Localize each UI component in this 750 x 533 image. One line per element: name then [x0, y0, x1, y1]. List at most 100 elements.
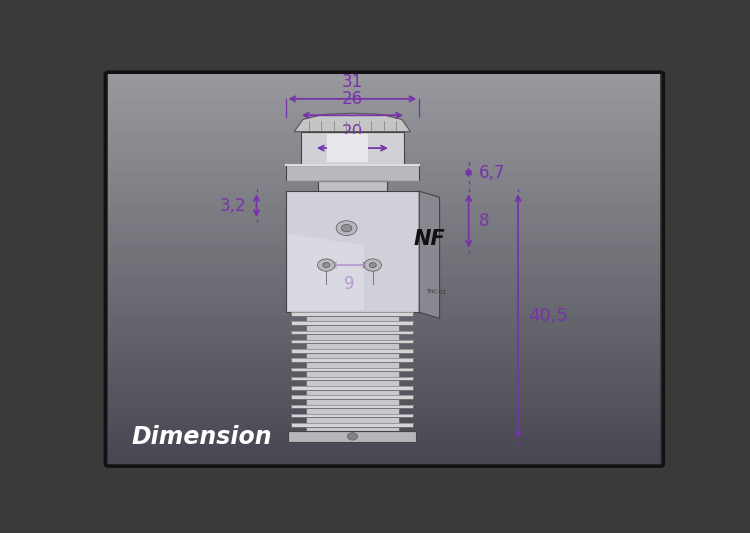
Bar [108, 230, 661, 237]
Bar [306, 353, 399, 358]
Circle shape [364, 259, 382, 271]
Bar [108, 224, 661, 230]
Bar [291, 405, 413, 408]
Bar [108, 249, 661, 256]
Bar [108, 289, 661, 295]
Polygon shape [419, 191, 440, 318]
Bar [291, 340, 413, 343]
Bar [108, 353, 661, 360]
Bar [108, 451, 661, 458]
Bar [306, 334, 399, 340]
Circle shape [317, 259, 335, 271]
Bar [108, 308, 661, 314]
Bar [108, 295, 661, 302]
Bar [108, 256, 661, 263]
Text: 3,2: 3,2 [220, 197, 246, 215]
Bar [108, 113, 661, 120]
Bar [108, 334, 661, 341]
Text: 20: 20 [342, 123, 363, 141]
Bar [108, 418, 661, 425]
Bar [108, 373, 661, 379]
Bar [306, 399, 399, 405]
Polygon shape [289, 233, 364, 310]
Bar [108, 263, 661, 269]
Bar [108, 74, 661, 80]
Text: 26: 26 [342, 90, 363, 108]
Text: THC-01: THC-01 [426, 289, 446, 295]
Bar [108, 276, 661, 282]
Bar [306, 381, 399, 386]
Bar [108, 425, 661, 432]
Bar [306, 408, 399, 414]
Bar [306, 390, 399, 395]
Bar [291, 330, 413, 334]
Bar [108, 302, 661, 308]
Text: 31: 31 [342, 74, 363, 92]
Bar [108, 185, 661, 191]
Bar [108, 269, 661, 276]
Circle shape [341, 224, 352, 232]
Bar [327, 134, 368, 163]
Bar [108, 107, 661, 113]
Bar [108, 341, 661, 347]
Bar [108, 438, 661, 445]
Bar [108, 178, 661, 185]
Bar [108, 458, 661, 464]
Bar [108, 379, 661, 386]
Bar [291, 386, 413, 390]
Bar [108, 328, 661, 334]
Bar [291, 377, 413, 381]
Bar [306, 325, 399, 330]
Bar [291, 414, 413, 417]
Bar [306, 316, 399, 321]
Bar [291, 312, 413, 316]
Bar [108, 139, 661, 146]
Text: 8: 8 [479, 212, 490, 230]
Bar [291, 395, 413, 399]
Bar [306, 371, 399, 377]
Text: 40,5: 40,5 [529, 308, 568, 325]
Circle shape [347, 433, 358, 440]
Text: 9: 9 [344, 276, 355, 293]
Bar [291, 358, 413, 362]
Bar [108, 432, 661, 438]
Bar [108, 152, 661, 159]
Bar [291, 368, 413, 371]
Bar [289, 431, 416, 441]
Bar [108, 100, 661, 107]
Bar [302, 132, 404, 165]
Circle shape [322, 263, 330, 268]
Bar [108, 159, 661, 165]
Bar [108, 126, 661, 133]
Bar [108, 367, 661, 373]
Bar [108, 120, 661, 126]
Bar [108, 172, 661, 178]
Bar [306, 417, 399, 423]
Bar [108, 133, 661, 139]
Text: Dimension: Dimension [131, 425, 272, 449]
Bar [108, 146, 661, 152]
Bar [108, 412, 661, 418]
Bar [306, 426, 399, 432]
Bar [317, 181, 387, 191]
Bar [108, 191, 661, 198]
Text: NF: NF [414, 229, 446, 249]
Bar [108, 87, 661, 94]
Bar [291, 423, 413, 426]
Bar [108, 314, 661, 321]
Bar [108, 282, 661, 289]
Bar [291, 321, 413, 325]
Bar [286, 191, 419, 312]
Bar [291, 349, 413, 353]
Bar [108, 204, 661, 211]
Bar [108, 198, 661, 204]
Bar [306, 436, 399, 441]
Bar [306, 343, 399, 349]
Bar [108, 406, 661, 412]
Bar [108, 445, 661, 451]
Text: 6,7: 6,7 [479, 164, 506, 182]
Bar [108, 321, 661, 328]
Bar [108, 360, 661, 367]
Bar [306, 362, 399, 368]
Bar [108, 80, 661, 87]
